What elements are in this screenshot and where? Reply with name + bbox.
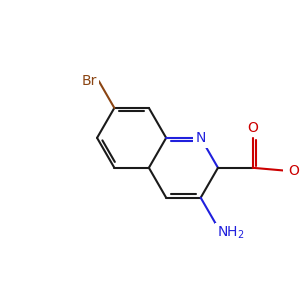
Text: O: O	[288, 164, 299, 178]
Text: NH$_2$: NH$_2$	[217, 225, 245, 242]
Text: O: O	[247, 121, 258, 135]
Text: N: N	[196, 131, 206, 145]
Text: Br: Br	[82, 74, 97, 88]
